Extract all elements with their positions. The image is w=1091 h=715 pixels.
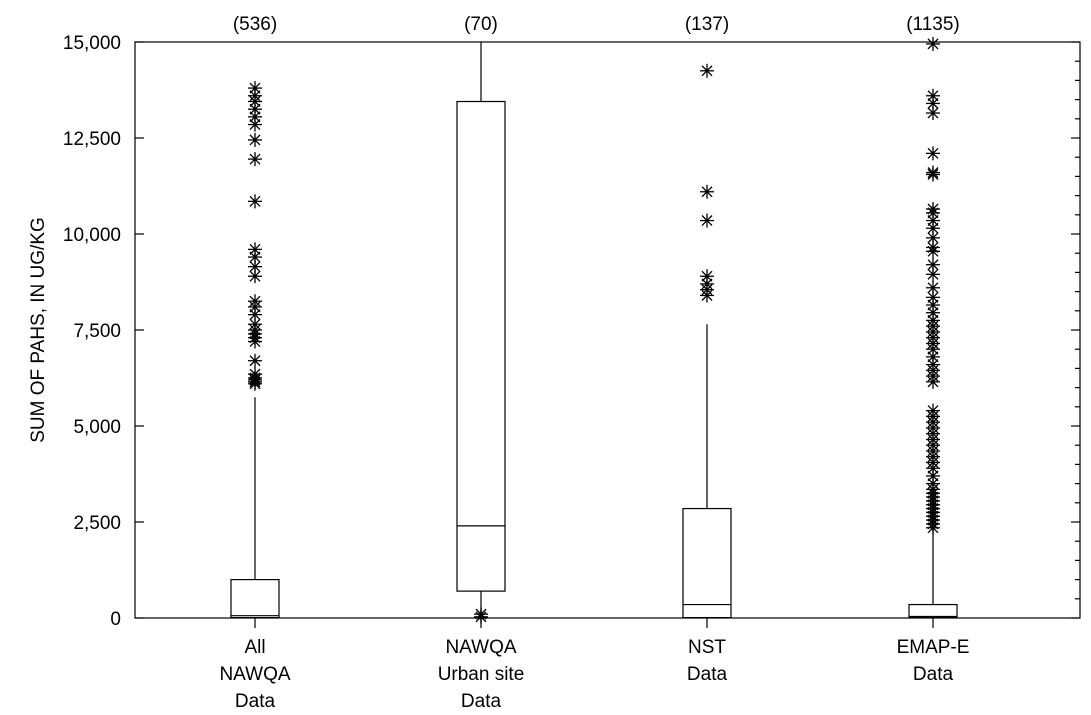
outlier-point	[248, 152, 262, 167]
outlier-point	[926, 36, 940, 51]
outlier-point	[926, 240, 940, 255]
category-label-line: Data	[913, 664, 954, 685]
category-label-line: NST	[688, 637, 726, 658]
box-series	[230, 36, 958, 628]
y-tick-label: 5,000	[73, 417, 121, 438]
category-label-line: Data	[235, 691, 276, 712]
box-group	[908, 36, 958, 628]
outlier-point	[700, 63, 714, 78]
outlier-point	[248, 194, 262, 209]
box-group	[682, 63, 732, 628]
outlier-point	[926, 468, 940, 483]
outlier-point	[926, 280, 940, 295]
y-axis-title: SUM OF PAHS, IN UG/KG	[28, 217, 49, 443]
outlier-point	[926, 165, 940, 180]
y-tick-label: 0	[110, 609, 121, 630]
outlier-point	[248, 353, 262, 368]
iqr-box	[908, 603, 958, 619]
sample-count: (536)	[233, 14, 277, 35]
outlier-point	[926, 88, 940, 103]
category-label-line: Urban site	[438, 664, 525, 685]
y-tick-label: 15,000	[63, 33, 121, 54]
outlier-point	[700, 213, 714, 228]
sample-count: (70)	[464, 14, 498, 35]
y-tick-label: 12,500	[63, 129, 121, 150]
outlier-point	[926, 202, 940, 217]
y-tick-label: 7,500	[73, 321, 121, 342]
outlier-point	[248, 294, 262, 309]
plot-frame	[134, 41, 1081, 619]
outlier-point	[926, 349, 940, 364]
category-label-line: EMAP-E	[897, 637, 970, 658]
category-label-line: NAWQA	[219, 664, 290, 685]
category-label-line: All	[244, 637, 265, 658]
outlier-point	[926, 146, 940, 161]
y-tick-label: 10,000	[63, 225, 121, 246]
iqr-box	[682, 507, 732, 619]
category-label-line: Data	[687, 664, 728, 685]
outlier-point	[700, 269, 714, 284]
outlier-point	[248, 367, 262, 382]
category-label-line: Data	[461, 691, 502, 712]
iqr-box	[456, 100, 506, 592]
outlier-point	[248, 102, 262, 117]
sample-count: (137)	[685, 14, 729, 35]
box-group	[456, 42, 506, 628]
sample-count-labels: (536) (70) (137) (1135)	[233, 14, 960, 35]
outlier-point	[926, 257, 940, 272]
outlier-point	[474, 607, 488, 622]
outlier-point	[926, 403, 940, 418]
sample-count: (1135)	[906, 14, 960, 35]
x-axis-category-labels: All NAWQA Data NAWQA Urban site Data NST Data EM…	[219, 637, 969, 712]
outlier-point	[700, 184, 714, 199]
outlier-point	[248, 109, 262, 124]
iqr-box	[230, 578, 280, 619]
outlier-point	[248, 242, 262, 257]
outlier-point	[248, 81, 262, 96]
category-label-line: NAWQA	[445, 637, 516, 658]
box-group	[230, 81, 280, 628]
outlier-point	[926, 230, 940, 245]
y-tick-label: 2,500	[73, 513, 121, 534]
outlier-point	[248, 132, 262, 147]
outlier-point	[926, 313, 940, 328]
y-axis-ticks: 0 2,500 5,000 7,500 10,000 12,500 15,000	[63, 33, 1080, 630]
